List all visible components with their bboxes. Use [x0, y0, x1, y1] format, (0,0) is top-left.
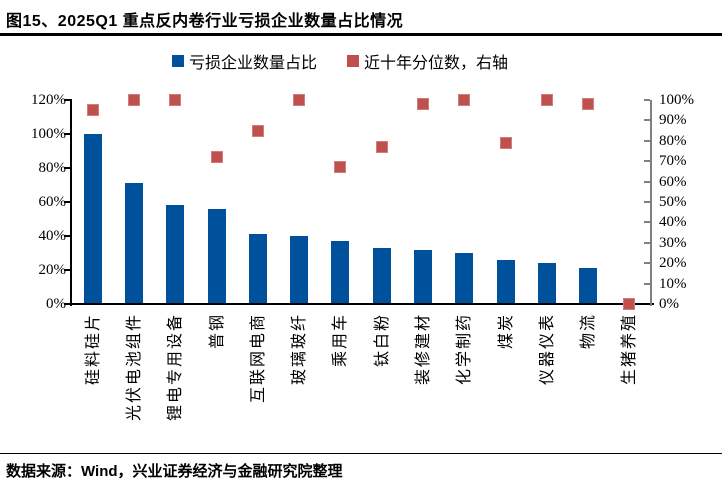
bar-物流	[579, 268, 598, 304]
percentile-marker-锂电专用设备	[169, 94, 182, 106]
left-axis-tick-label: 0%	[46, 296, 66, 312]
bar-钛白粉	[372, 247, 391, 304]
category-label-普钢: 普钢	[208, 313, 226, 350]
percentile-marker-装修建材	[416, 98, 429, 111]
left-axis-tick-mark	[64, 99, 71, 101]
right-axis-tick-mark	[644, 262, 650, 265]
percentile-marker-互联网电商	[251, 124, 264, 137]
right-axis-tick-label: 50%	[659, 194, 687, 210]
right-axis-tick-mark	[644, 160, 650, 163]
right-axis-tick-label: 80%	[659, 132, 687, 149]
legend-item-1: 近十年分位数，右轴	[347, 49, 508, 73]
right-axis-tick-label: 0%	[659, 296, 679, 312]
percentile-marker-普钢	[210, 151, 223, 164]
bar-互联网电商	[248, 234, 267, 304]
percentile-marker-玻璃玻纤	[293, 94, 306, 106]
right-axis-tick-mark	[644, 180, 650, 183]
bottom-axis-line	[70, 303, 654, 305]
right-axis-tick-label: 100%	[659, 92, 694, 108]
right-axis-tick-label: 70%	[659, 153, 687, 170]
percentile-marker-硅料硅片	[86, 104, 99, 117]
data-source: 数据来源：Wind，兴业证券经济与金融研究院整理	[6, 463, 343, 480]
title-divider	[0, 33, 722, 36]
right-axis-tick-label: 60%	[659, 173, 687, 190]
category-label-化学制药: 化学制药	[456, 313, 474, 386]
category-label-生猪养殖: 生猪养殖	[621, 313, 639, 386]
left-axis-tick-mark	[64, 133, 71, 135]
right-axis-tick-label: 20%	[659, 255, 687, 272]
right-axis-tick-mark	[644, 221, 650, 224]
left-axis-tick-mark	[64, 167, 71, 169]
left-axis-tick-label: 40%	[38, 228, 67, 244]
left-axis-tick-label: 60%	[38, 194, 67, 210]
left-axis-tick-label: 100%	[31, 126, 66, 142]
percentile-marker-物流	[582, 98, 595, 111]
bar-装修建材	[413, 249, 432, 304]
figure-title: 图15、2025Q1 重点反内卷行业亏损企业数量占比情况	[6, 13, 404, 30]
percentile-marker-乘用车	[334, 161, 347, 174]
percentile-marker-光伏电池组件	[127, 94, 140, 106]
category-label-煤炭: 煤炭	[497, 313, 515, 350]
category-label-锂电专用设备: 锂电专用设备	[167, 313, 185, 422]
right-axis-tick-label: 10%	[659, 275, 687, 292]
bar-锂电专用设备	[166, 205, 185, 304]
left-axis-tick-mark	[64, 235, 71, 237]
bar-仪器仪表	[537, 263, 556, 304]
right-axis-tick-label: 90%	[659, 112, 687, 129]
percentile-marker-仪器仪表	[540, 94, 553, 106]
category-label-钛白粉: 钛白粉	[373, 313, 391, 368]
bar-普钢	[207, 208, 226, 304]
right-axis-tick-mark	[644, 241, 650, 244]
right-axis-tick-label: 40%	[659, 214, 687, 231]
category-label-仪器仪表: 仪器仪表	[538, 313, 556, 386]
right-axis-tick-mark	[644, 139, 650, 142]
left-axis-tick-label: 20%	[38, 262, 67, 278]
bar-化学制药	[455, 253, 474, 304]
bar-玻璃玻纤	[290, 236, 309, 304]
bar-乘用车	[331, 241, 350, 304]
right-axis-tick-mark	[644, 282, 650, 285]
bar-光伏电池组件	[124, 183, 143, 304]
percentile-marker-生猪养殖	[623, 298, 636, 310]
right-axis-line	[650, 100, 652, 306]
right-axis-tick-label: 30%	[659, 234, 687, 251]
category-label-装修建材: 装修建材	[414, 313, 432, 386]
percentile-marker-煤炭	[499, 136, 512, 149]
chart-legend: 亏损企业数量占比 近十年分位数，右轴	[171, 49, 508, 73]
left-axis-tick-label: 80%	[38, 160, 67, 176]
left-axis-tick-label: 120%	[31, 92, 66, 108]
category-label-光伏电池组件: 光伏电池组件	[125, 313, 143, 422]
bar-硅料硅片	[83, 134, 102, 304]
legend-label: 亏损企业数量占比	[188, 55, 317, 72]
bar-煤炭	[496, 259, 515, 304]
left-axis-tick-mark	[64, 201, 71, 203]
category-label-互联网电商: 互联网电商	[249, 313, 267, 404]
category-label-物流: 物流	[580, 313, 598, 350]
right-axis-tick-mark	[644, 99, 650, 101]
category-label-玻璃玻纤: 玻璃玻纤	[291, 313, 309, 386]
category-label-硅料硅片: 硅料硅片	[84, 313, 102, 386]
percentile-marker-化学制药	[458, 94, 471, 106]
left-axis-tick-mark	[64, 303, 71, 305]
category-label-乘用车: 乘用车	[332, 313, 350, 368]
footer-divider	[0, 453, 722, 454]
legend-square-icon	[347, 55, 359, 67]
left-axis-tick-mark	[64, 269, 71, 271]
legend-item-0: 亏损企业数量占比	[171, 49, 317, 73]
left-axis-line	[70, 99, 72, 306]
right-axis-tick-mark	[644, 201, 650, 203]
legend-square-icon	[171, 55, 184, 67]
legend-label: 近十年分位数，右轴	[364, 55, 509, 72]
percentile-marker-钛白粉	[375, 140, 388, 153]
right-axis-tick-mark	[644, 119, 650, 122]
